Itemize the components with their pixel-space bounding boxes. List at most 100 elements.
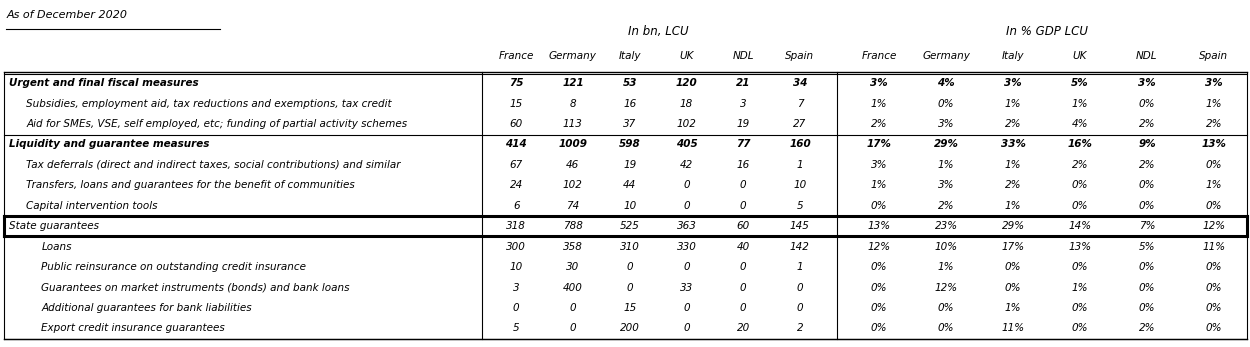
Text: 3%: 3%: [1139, 78, 1156, 88]
Text: 12%: 12%: [1202, 221, 1225, 231]
Text: 53: 53: [622, 78, 638, 88]
Text: 2%: 2%: [1139, 323, 1155, 333]
Text: 200: 200: [620, 323, 640, 333]
Text: 1%: 1%: [1071, 282, 1089, 293]
Text: 0%: 0%: [871, 262, 887, 272]
Text: 42: 42: [680, 160, 692, 170]
Text: 17%: 17%: [1001, 242, 1025, 252]
Text: 12%: 12%: [867, 242, 891, 252]
Text: 15: 15: [622, 303, 636, 313]
Text: 0%: 0%: [871, 201, 887, 211]
Text: In % GDP LCU: In % GDP LCU: [1005, 25, 1088, 39]
Text: 0: 0: [682, 303, 690, 313]
Text: 400: 400: [562, 282, 582, 293]
Text: 1%: 1%: [1005, 201, 1021, 211]
Text: Italy: Italy: [1001, 51, 1024, 61]
Text: 8: 8: [570, 99, 576, 109]
Text: 29%: 29%: [1001, 221, 1025, 231]
Text: 16: 16: [736, 160, 750, 170]
Text: 363: 363: [676, 221, 696, 231]
Text: Public reinsurance on outstanding credit insurance: Public reinsurance on outstanding credit…: [41, 262, 306, 272]
Text: 7: 7: [796, 99, 804, 109]
Text: 7%: 7%: [1139, 221, 1155, 231]
Text: 0%: 0%: [871, 282, 887, 293]
Text: 0: 0: [682, 323, 690, 333]
Text: 113: 113: [562, 119, 582, 129]
Text: UK: UK: [679, 51, 694, 61]
Text: 0%: 0%: [938, 323, 955, 333]
Text: 10: 10: [510, 262, 522, 272]
Text: 0%: 0%: [1139, 303, 1155, 313]
Text: 11%: 11%: [1001, 323, 1025, 333]
Text: Additional guarantees for bank liabilities: Additional guarantees for bank liabiliti…: [41, 303, 252, 313]
Text: 0%: 0%: [1206, 303, 1222, 313]
Text: 0%: 0%: [1206, 282, 1222, 293]
Text: 0: 0: [740, 303, 746, 313]
Text: 10: 10: [794, 180, 806, 191]
Text: Capital intervention tools: Capital intervention tools: [26, 201, 158, 211]
Text: 0: 0: [626, 262, 632, 272]
Text: 0%: 0%: [938, 99, 955, 109]
Text: 0: 0: [626, 282, 632, 293]
Text: 2%: 2%: [1071, 160, 1089, 170]
Text: 145: 145: [790, 221, 810, 231]
Text: 14%: 14%: [1069, 221, 1091, 231]
Text: 0%: 0%: [1071, 180, 1089, 191]
Text: France: France: [499, 51, 534, 61]
Text: UK: UK: [1072, 51, 1088, 61]
Text: 1009: 1009: [559, 139, 588, 150]
Text: 1%: 1%: [1005, 99, 1021, 109]
Text: 120: 120: [675, 78, 698, 88]
Text: Tax deferrals (direct and indirect taxes, social contributions) and similar: Tax deferrals (direct and indirect taxes…: [26, 160, 401, 170]
Text: 0%: 0%: [1139, 180, 1155, 191]
Text: 29%: 29%: [934, 139, 959, 150]
Text: 11%: 11%: [1202, 242, 1225, 252]
Text: 102: 102: [676, 119, 696, 129]
Text: 788: 788: [562, 221, 582, 231]
Text: 1%: 1%: [1071, 99, 1089, 109]
Text: 44: 44: [622, 180, 636, 191]
Text: 6: 6: [512, 201, 520, 211]
Text: 0%: 0%: [1071, 262, 1089, 272]
Text: 0%: 0%: [1206, 160, 1222, 170]
Text: 77: 77: [736, 139, 750, 150]
Text: France: France: [861, 51, 897, 61]
Text: 0: 0: [796, 282, 804, 293]
Text: 13%: 13%: [1069, 242, 1091, 252]
Text: 23%: 23%: [935, 221, 958, 231]
Text: 13%: 13%: [1201, 139, 1226, 150]
Text: 0: 0: [570, 323, 576, 333]
Text: 405: 405: [675, 139, 698, 150]
Text: 1%: 1%: [1005, 303, 1021, 313]
Text: 67: 67: [510, 160, 522, 170]
Text: Italy: Italy: [619, 51, 641, 61]
Text: Export credit insurance guarantees: Export credit insurance guarantees: [41, 323, 225, 333]
Text: 121: 121: [562, 78, 584, 88]
Text: 12%: 12%: [935, 282, 958, 293]
Text: 598: 598: [619, 139, 640, 150]
Text: 2%: 2%: [1139, 160, 1155, 170]
Text: 3%: 3%: [938, 180, 955, 191]
Text: 0%: 0%: [1139, 99, 1155, 109]
Text: 102: 102: [562, 180, 582, 191]
Text: 2%: 2%: [1206, 119, 1222, 129]
Text: 2%: 2%: [938, 201, 955, 211]
Text: 160: 160: [789, 139, 811, 150]
Text: 0: 0: [740, 180, 746, 191]
Text: 5%: 5%: [1071, 78, 1089, 88]
Text: Subsidies, employment aid, tax reductions and exemptions, tax credit: Subsidies, employment aid, tax reduction…: [26, 99, 392, 109]
Text: 33: 33: [680, 282, 692, 293]
Text: 0%: 0%: [1071, 303, 1089, 313]
Text: 2%: 2%: [1005, 119, 1021, 129]
Text: 75: 75: [509, 78, 524, 88]
Text: State guarantees: State guarantees: [9, 221, 99, 231]
Text: 46: 46: [566, 160, 580, 170]
Text: 0%: 0%: [1139, 201, 1155, 211]
Text: 60: 60: [736, 221, 750, 231]
Text: As of December 2020: As of December 2020: [6, 10, 127, 20]
Text: 40: 40: [736, 242, 750, 252]
Text: Germany: Germany: [922, 51, 970, 61]
Text: 2%: 2%: [1139, 119, 1155, 129]
Text: 3: 3: [512, 282, 520, 293]
Text: 0: 0: [740, 282, 746, 293]
